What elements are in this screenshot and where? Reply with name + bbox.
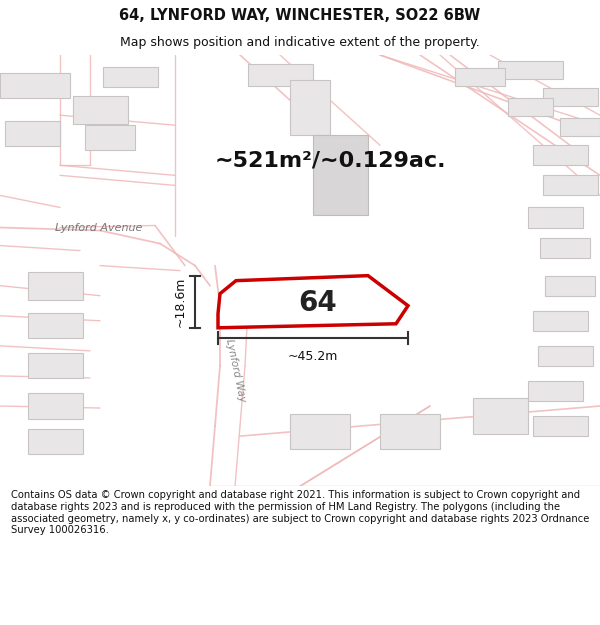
Polygon shape: [497, 61, 563, 79]
Polygon shape: [28, 313, 83, 338]
Polygon shape: [533, 416, 587, 436]
Polygon shape: [455, 68, 505, 86]
Polygon shape: [0, 72, 70, 98]
Polygon shape: [527, 208, 583, 227]
Polygon shape: [473, 399, 527, 434]
Polygon shape: [103, 67, 157, 87]
Polygon shape: [73, 96, 128, 124]
Text: 64, LYNFORD WAY, WINCHESTER, SO22 6BW: 64, LYNFORD WAY, WINCHESTER, SO22 6BW: [119, 8, 481, 23]
Polygon shape: [218, 276, 408, 328]
Text: ~18.6m: ~18.6m: [174, 276, 187, 327]
Polygon shape: [527, 381, 583, 401]
Text: 64: 64: [299, 289, 337, 317]
Text: Contains OS data © Crown copyright and database right 2021. This information is : Contains OS data © Crown copyright and d…: [11, 491, 589, 535]
Polygon shape: [290, 79, 330, 135]
Polygon shape: [380, 414, 440, 449]
Polygon shape: [5, 121, 59, 146]
Text: ~521m²/~0.129ac.: ~521m²/~0.129ac.: [214, 150, 446, 170]
Polygon shape: [542, 176, 598, 196]
Polygon shape: [290, 414, 350, 449]
Polygon shape: [560, 118, 600, 136]
Polygon shape: [542, 88, 598, 106]
Text: Lynford Way: Lynford Way: [224, 338, 247, 403]
Polygon shape: [85, 125, 135, 150]
Polygon shape: [28, 353, 83, 378]
Polygon shape: [533, 145, 587, 166]
Polygon shape: [28, 272, 83, 300]
Polygon shape: [533, 311, 587, 331]
Text: Lynford Avenue: Lynford Avenue: [55, 222, 142, 232]
Polygon shape: [508, 98, 553, 116]
Polygon shape: [28, 429, 83, 454]
Polygon shape: [313, 135, 367, 216]
Polygon shape: [538, 346, 593, 366]
Polygon shape: [248, 64, 313, 86]
Polygon shape: [545, 276, 595, 296]
Polygon shape: [28, 394, 83, 419]
Polygon shape: [540, 238, 590, 258]
Text: ~45.2m: ~45.2m: [288, 350, 338, 363]
Text: Map shows position and indicative extent of the property.: Map shows position and indicative extent…: [120, 36, 480, 49]
